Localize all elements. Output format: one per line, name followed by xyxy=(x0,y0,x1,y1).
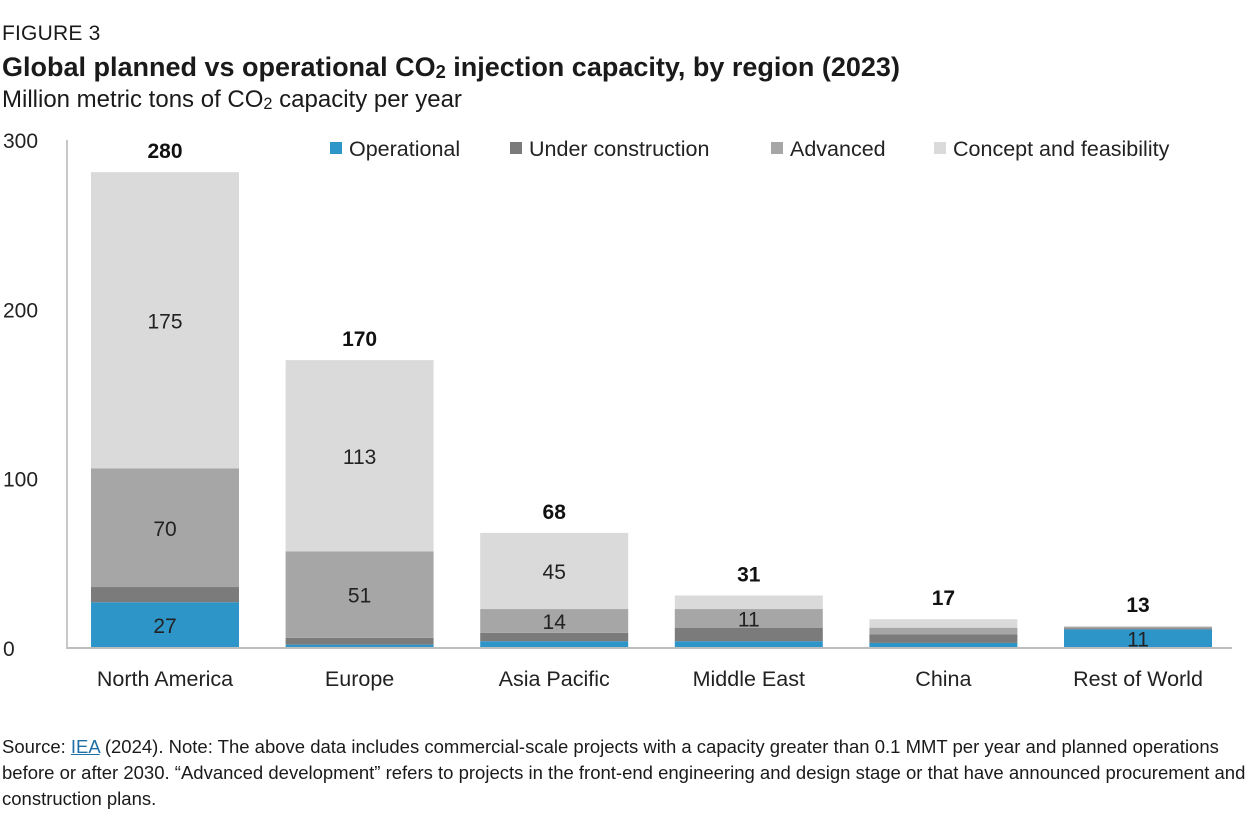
bar-segment-concept-and-feasibility xyxy=(91,172,239,469)
legend-label: Concept and feasibility xyxy=(953,137,1170,161)
y-tick-label: 100 xyxy=(3,469,38,492)
bar-segment-advanced xyxy=(674,609,823,628)
chart-subtitle: Million metric tons of CO2 capacity per … xyxy=(2,86,462,113)
legend-label: Advanced xyxy=(790,137,886,161)
x-category-label: China xyxy=(915,667,971,691)
x-category-label: Europe xyxy=(325,667,394,691)
bar-segment-operational xyxy=(674,641,823,648)
bar-segment-operational xyxy=(869,642,1018,648)
segment-value-label: 175 xyxy=(147,310,182,333)
legend-label: Operational xyxy=(349,137,460,161)
bar-total-label: 13 xyxy=(1126,594,1149,617)
bar-segment-concept-and-feasibility xyxy=(674,595,823,610)
x-category-label: Asia Pacific xyxy=(499,667,610,691)
legend-label: Under construction xyxy=(529,137,709,161)
bar-total-label: 280 xyxy=(147,140,182,163)
bar-total-label: 17 xyxy=(932,587,955,610)
bar-segment-advanced xyxy=(285,551,434,638)
legend-swatch xyxy=(771,142,783,154)
segment-value-label: 45 xyxy=(543,561,566,584)
bar-segment-concept-and-feasibility xyxy=(285,360,434,552)
bar-segment-concept-and-feasibility xyxy=(869,619,1018,628)
bar-segment-operational xyxy=(1064,629,1212,648)
bar-segment-operational xyxy=(480,641,629,648)
bar-total-label: 170 xyxy=(342,328,377,351)
stacked-bar-chart: 0 100 200 300 27 70 175 280 North America 51 113 17… xyxy=(3,130,1232,691)
legend-swatch xyxy=(330,142,342,154)
y-tick-label: 0 xyxy=(3,638,15,661)
bar-segment-operational xyxy=(91,602,239,648)
segment-value-label: 11 xyxy=(738,608,760,631)
bar-segment-advanced xyxy=(869,627,1018,635)
segment-value-label: 113 xyxy=(343,446,376,469)
chart-title: Global planned vs operational CO2 inject… xyxy=(2,52,900,83)
bar-segment-operational xyxy=(285,644,434,648)
y-tick-label: 300 xyxy=(3,130,38,153)
legend-swatch xyxy=(934,142,946,154)
segment-value-label: 51 xyxy=(348,585,371,608)
segment-value-label: 14 xyxy=(543,611,567,634)
source-note: Source: IEA (2024). Note: The above data… xyxy=(2,736,1246,809)
y-tick-label: 200 xyxy=(3,299,38,322)
bar-segment-advanced xyxy=(1064,626,1212,629)
segment-value-label: 70 xyxy=(153,518,176,541)
bar-total-label: 68 xyxy=(543,501,567,524)
bar-segment-under-construction xyxy=(1064,628,1212,630)
x-category-label: Rest of World xyxy=(1073,667,1203,691)
legend-swatch xyxy=(510,142,522,154)
bar-segment-under-construction xyxy=(674,627,823,642)
bar-segment-advanced xyxy=(91,468,239,588)
bar-segment-under-construction xyxy=(480,632,629,642)
bar-segment-under-construction xyxy=(91,587,239,603)
bar-segment-concept-and-feasibility xyxy=(480,532,629,610)
bar-segment-advanced xyxy=(480,609,629,633)
segment-value-label: 27 xyxy=(153,615,176,638)
x-category-label: North America xyxy=(97,667,233,691)
bar-total-label: 31 xyxy=(737,564,761,587)
bar-segment-under-construction xyxy=(285,637,434,645)
source-link[interactable]: IEA xyxy=(70,736,100,757)
x-category-label: Middle East xyxy=(693,667,805,691)
segment-value-label: 11 xyxy=(1127,629,1149,652)
figure-label: FIGURE 3 xyxy=(2,22,101,45)
bar-segment-under-construction xyxy=(869,634,1018,643)
bar-segment-concept-and-feasibility xyxy=(1064,625,1212,627)
